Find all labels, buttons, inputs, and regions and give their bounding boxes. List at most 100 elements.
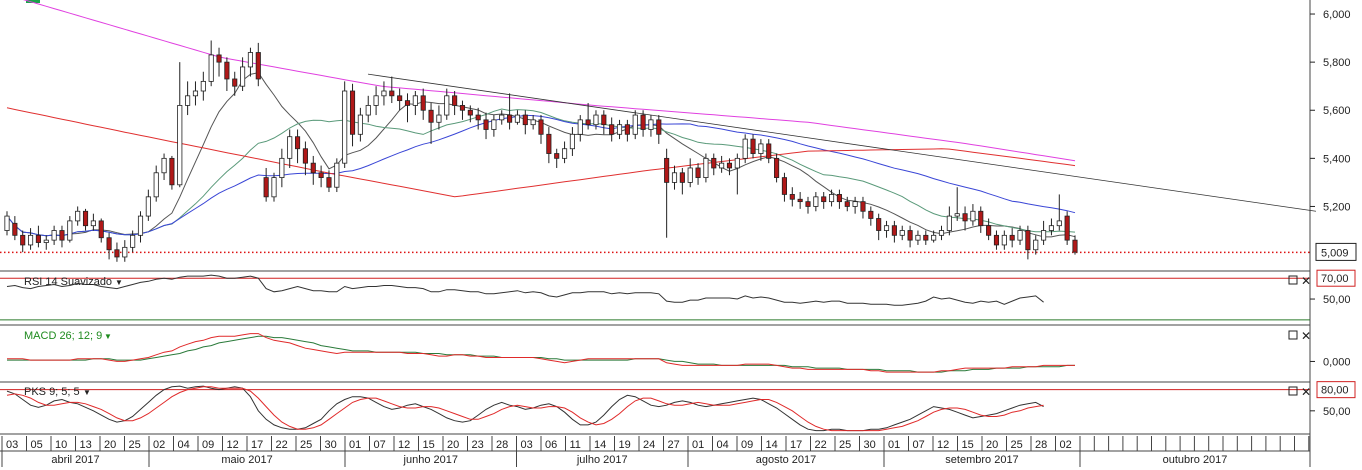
close-icon[interactable]: ✕ xyxy=(1301,385,1311,399)
candle xyxy=(4,211,10,236)
candle-body xyxy=(240,66,246,87)
month-label: agosto 2017 xyxy=(756,454,817,466)
candle-body xyxy=(789,194,795,200)
candle xyxy=(161,153,167,180)
rsi-dropdown-icon[interactable]: ▼ xyxy=(115,278,123,287)
candle-body xyxy=(436,114,442,123)
candle-body xyxy=(561,148,568,159)
candle xyxy=(75,206,81,226)
candle xyxy=(137,211,144,243)
price-tick-label: 5,400 xyxy=(1323,153,1351,165)
candle xyxy=(192,81,199,106)
candle xyxy=(781,172,788,202)
candle-body xyxy=(4,215,10,231)
candle xyxy=(302,141,308,176)
candle xyxy=(742,134,748,164)
candle xyxy=(813,192,819,212)
candle xyxy=(412,91,418,116)
candle xyxy=(671,165,678,190)
pks-label[interactable]: PKS 9; 5; 5 xyxy=(24,386,80,398)
candle-body xyxy=(774,157,780,178)
day-label: 01 xyxy=(888,439,900,451)
rsi-label[interactable]: RSI 14 Suavizado xyxy=(24,276,112,288)
candle xyxy=(1048,218,1055,236)
candle xyxy=(82,208,89,231)
day-label: 02 xyxy=(153,439,165,451)
maximize-icon[interactable] xyxy=(1288,330,1298,340)
day-label: 30 xyxy=(864,439,876,451)
day-label: 24 xyxy=(643,439,655,451)
candle-body xyxy=(938,230,945,236)
candle-body xyxy=(153,172,159,198)
candle xyxy=(1001,230,1007,250)
candle xyxy=(546,127,552,164)
candle xyxy=(593,110,599,130)
time-axis: 03 05 10 13 20 25 02 04 09 12 17 22 25 30 01 07 12 15 20 23… xyxy=(0,436,1310,467)
candle xyxy=(891,220,897,243)
candle-body xyxy=(585,119,591,126)
candle-body xyxy=(687,167,693,183)
candle xyxy=(240,57,246,91)
candle-body xyxy=(1033,239,1039,251)
candle-body xyxy=(1009,234,1015,241)
candle-body xyxy=(632,114,638,135)
candle-body xyxy=(514,114,521,123)
candle xyxy=(687,158,693,188)
candle xyxy=(1072,235,1078,255)
close-icon[interactable]: ✕ xyxy=(1301,274,1311,288)
candle xyxy=(263,167,269,202)
candle xyxy=(20,230,26,253)
candle-body xyxy=(90,220,96,227)
candle-body xyxy=(428,109,434,123)
candle xyxy=(569,127,575,156)
candle-body xyxy=(137,215,144,236)
candle-body xyxy=(381,90,387,97)
candle-body xyxy=(907,230,913,241)
candle-body xyxy=(208,54,214,82)
candle xyxy=(1041,220,1047,245)
maximize-icon[interactable] xyxy=(1288,386,1298,396)
candle-body xyxy=(601,114,607,126)
day-label: 25 xyxy=(129,439,141,451)
candle xyxy=(98,218,104,243)
maximize-icon[interactable] xyxy=(1288,275,1298,285)
month-label: setembro 2017 xyxy=(945,454,1018,466)
candle xyxy=(475,107,481,130)
day-label: 11 xyxy=(570,439,581,451)
candle xyxy=(373,86,379,116)
candle-body xyxy=(742,138,748,159)
candle-body xyxy=(106,237,112,251)
candle-body xyxy=(891,225,897,236)
ma-300-line xyxy=(22,0,1076,162)
candle xyxy=(349,83,356,147)
candle-body xyxy=(122,246,128,258)
candle xyxy=(169,155,175,190)
ma-200-line xyxy=(6,107,1076,198)
pks-dropdown-icon[interactable]: ▼ xyxy=(83,388,91,397)
candle-body xyxy=(883,225,890,231)
macd-label[interactable]: MACD 26; 12; 9 xyxy=(24,330,102,342)
day-label: 03 xyxy=(521,439,533,451)
candle xyxy=(499,110,505,125)
rsi-panel: 70,00 50,00 xyxy=(0,269,1356,321)
candle xyxy=(459,100,466,120)
candle xyxy=(679,167,685,195)
day-label: 10 xyxy=(55,439,67,451)
candle xyxy=(907,225,913,248)
candle xyxy=(695,163,701,185)
candle-body xyxy=(569,133,575,150)
candle xyxy=(318,165,324,188)
level-badge-label: 80,00 xyxy=(1321,385,1349,397)
day-label: 28 xyxy=(496,439,508,451)
candle-body xyxy=(35,234,41,243)
candle xyxy=(342,81,348,168)
day-label: 04 xyxy=(178,439,190,451)
candle xyxy=(860,196,866,219)
candle xyxy=(1009,228,1015,248)
candle xyxy=(821,192,827,209)
macd-dropdown-icon[interactable]: ▼ xyxy=(104,332,112,341)
candle-body xyxy=(648,119,654,130)
close-icon[interactable]: ✕ xyxy=(1301,329,1311,343)
candle-body xyxy=(931,234,937,241)
